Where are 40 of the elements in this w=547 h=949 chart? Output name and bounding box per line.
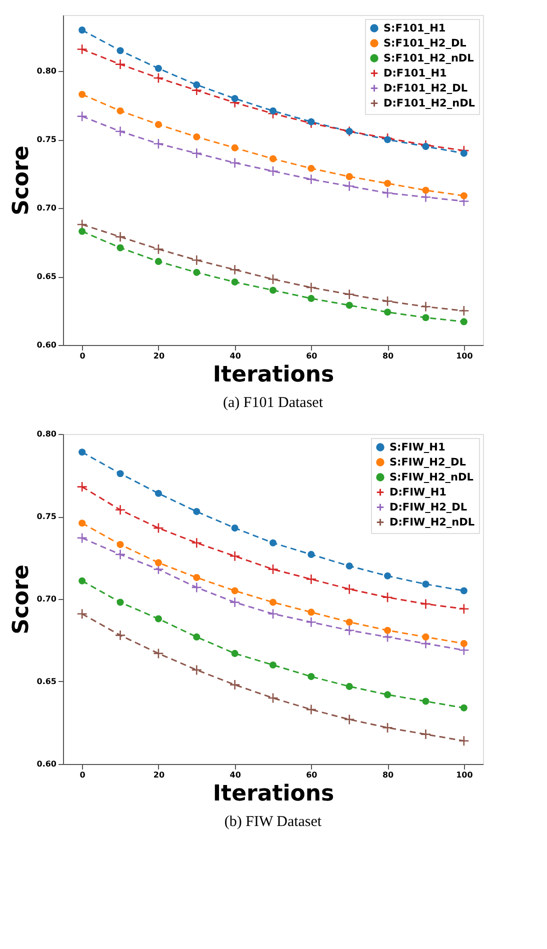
y-tick-label: 0.80 (36, 66, 57, 76)
y-tick-label: 0.75 (36, 135, 57, 144)
legend-label: S:FIW_H2_DL (390, 456, 466, 468)
text: (a) F101 Dataset (223, 395, 324, 411)
y-axis-title: Score (8, 564, 34, 634)
y-tick-label: 0.75 (36, 512, 57, 521)
x-tick-label: 80 (382, 770, 394, 780)
text: (b) FIW Dataset (224, 814, 322, 830)
x-tick-label: 80 (382, 352, 394, 360)
x-tick-label: 100 (456, 770, 474, 780)
y-tick-label: 0.70 (36, 594, 57, 604)
x-tick-label: 60 (306, 770, 318, 780)
legend-label: S:F101_H2_DL (384, 37, 467, 50)
x-tick-label: 40 (230, 770, 242, 780)
x-tick-label: 20 (153, 770, 165, 780)
legend-label: S:F101_H1 (384, 22, 446, 34)
x-tick-label: 60 (306, 352, 318, 360)
x-axis-title: Iterations (212, 782, 334, 806)
x-tick-label: 20 (153, 352, 165, 360)
legend-label: D:F101_H2_nDL (384, 97, 476, 110)
legend-label: S:FIW_H1 (390, 441, 446, 454)
legend-label: D:FIW_H2_DL (390, 501, 468, 514)
y-axis-title: Score (8, 146, 34, 216)
x-tick-label: 100 (456, 352, 474, 360)
legend-label: D:FIW_H1 (390, 486, 446, 498)
legend-label: D:F101_H1 (384, 67, 447, 80)
x-tick-label: 0 (80, 352, 86, 360)
y-tick-label: 0.65 (36, 272, 57, 282)
x-tick-label: 0 (80, 770, 86, 780)
y-tick-label: 0.65 (36, 677, 57, 686)
legend-label: D:FIW_H2_nDL (390, 516, 475, 528)
legend-label: D:F101_H2_DL (384, 82, 468, 94)
y-tick-label: 0.60 (36, 760, 57, 768)
x-tick-label: 40 (230, 352, 242, 360)
legend-label: S:F101_H2_nDL (384, 52, 474, 64)
y-tick-label: 0.80 (36, 430, 57, 438)
y-tick-label: 0.70 (36, 204, 57, 213)
x-axis-title: Iterations (212, 362, 334, 388)
legend-label: S:FIW_H2_nDL (390, 471, 474, 484)
y-tick-label: 0.60 (36, 340, 57, 350)
